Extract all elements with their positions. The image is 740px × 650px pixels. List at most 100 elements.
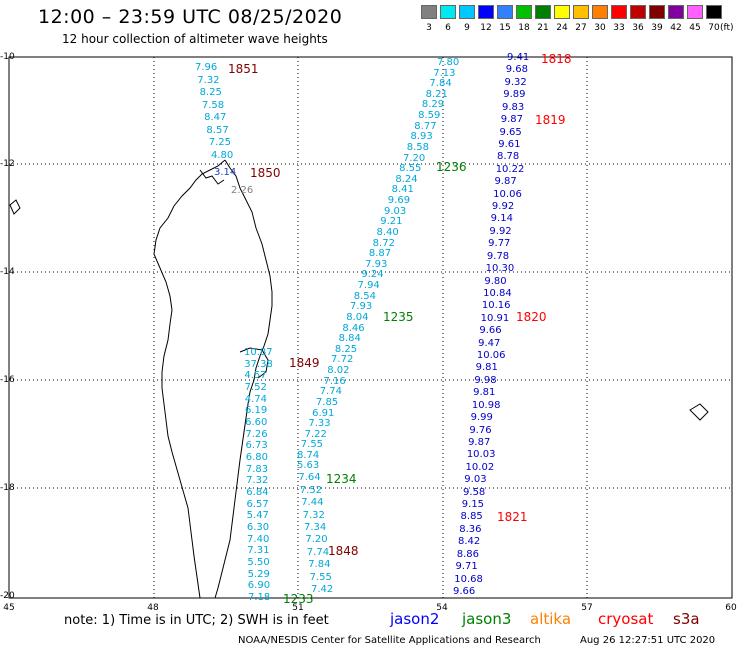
s3a-north-value: 7.32 [197, 74, 220, 86]
sat-cryosat: cryosat [598, 610, 654, 628]
s3a-south-value: 6.84 [246, 487, 269, 498]
jason3-value: 7.55 [300, 439, 324, 451]
legend-swatch [706, 5, 722, 19]
jason3-value: 8.02 [327, 365, 350, 377]
x-label-60: 60 [725, 603, 737, 613]
cryosat-value: 10.68 [454, 573, 483, 585]
jason3-value: 7.20 [402, 152, 426, 164]
x-label-51: 51 [292, 603, 304, 613]
s3a-north-value: 7.25 [208, 137, 231, 149]
legend-swatch [459, 5, 475, 19]
s3a-south-value: 7.64 [298, 472, 321, 484]
s3a-south-value: 7.18 [248, 592, 271, 603]
jason3-value: 8.77 [414, 120, 437, 132]
sat-s3a: s3a [673, 610, 700, 628]
jason3-value: 7.93 [349, 301, 373, 313]
legend-label: 24 [556, 23, 568, 33]
s3a-south-value: 6.90 [247, 580, 271, 592]
cryosat-value: 9.77 [488, 238, 511, 250]
legend-label: 15 [499, 23, 511, 33]
sat-jason3: jason3 [462, 610, 512, 628]
jason3-value: 9.21 [380, 216, 403, 228]
jason3-value: 7.84 [429, 78, 452, 90]
jason3-value: 8.40 [376, 226, 399, 238]
cryosat-value: 9.98 [474, 374, 497, 386]
legend-swatch [440, 5, 456, 19]
jason3-value: 8.54 [353, 290, 377, 302]
s3a-south-value: 6.80 [245, 452, 268, 463]
legend-label: 27 [575, 23, 587, 33]
s3a-north-value: 7.96 [195, 62, 218, 73]
cryosat-value: 9.47 [478, 337, 501, 349]
jason3-value: 8.24 [395, 173, 418, 185]
chart-subtitle: 12 hour collection of altimeter wave hei… [62, 32, 328, 46]
s3a-north-value: 2.26 [231, 185, 254, 196]
cryosat-value: 9.99 [470, 412, 493, 424]
cryosat-value: 10.22 [495, 163, 525, 175]
x-label-57: 57 [581, 603, 593, 613]
cryosat-value: 9.66 [453, 586, 476, 597]
s3a-south-value: 4.57 [244, 370, 267, 382]
legend-label: 70 [708, 23, 720, 33]
legend-swatch [516, 5, 532, 19]
cryosat-value: 10.06 [493, 188, 522, 200]
s3a-south-value: 6.73 [245, 440, 268, 452]
y-label-20: -20 [0, 591, 15, 601]
x-label-45: 45 [3, 603, 15, 613]
legend-label: 12 [480, 23, 492, 33]
cryosat-value: 9.03 [464, 474, 487, 486]
s3a-south-value: 7.52 [244, 382, 267, 393]
s3a-south-value: 7.42 [311, 584, 334, 595]
madagascar-coast [153, 159, 273, 599]
cryosat-value: 9.83 [501, 101, 525, 113]
s3a-south-value: 5.63 [297, 460, 320, 471]
x-label-48: 48 [147, 603, 159, 613]
jason3-value: 7.74 [319, 386, 342, 398]
s3a-south-value: 7.40 [247, 533, 270, 545]
cryosat-value: 10.84 [483, 287, 512, 299]
legend-label: 6 [445, 23, 451, 33]
s3a-south-value: 7.55 [309, 571, 332, 583]
jason3-value: 8.41 [391, 184, 414, 196]
pass-label-1818: 1818 [541, 52, 572, 66]
s3a-south-value: 6.19 [244, 405, 268, 417]
cryosat-value: 9.81 [475, 362, 498, 374]
jason3-value: 8.59 [418, 110, 441, 122]
cryosat-value: 9.81 [473, 387, 496, 399]
cryosat-value: 8.85 [460, 511, 483, 523]
cryosat-value: 10.03 [466, 449, 496, 461]
s3a-south-value: 7.52 [299, 484, 323, 496]
y-label-10: -10 [0, 52, 15, 62]
legend-label: 21 [537, 23, 549, 33]
s3a-north-value: 7.58 [201, 99, 225, 111]
pass-label-1235: 1235 [383, 310, 414, 324]
jason3-value: 7.16 [323, 375, 346, 387]
legend-swatch [687, 5, 703, 19]
pass-label-1233: 1233 [283, 592, 314, 606]
pass-label-1848: 1848 [328, 544, 359, 558]
jason3-value: 7.22 [304, 428, 327, 440]
island-west [9, 199, 21, 215]
jason3-value: 8.04 [346, 311, 369, 323]
jason3-value: 7.33 [308, 418, 331, 430]
cryosat-value: 8.86 [456, 548, 480, 560]
pass-label-1821: 1821 [497, 510, 528, 524]
cryosat-value: 9.71 [455, 561, 478, 573]
legend-swatch [611, 5, 627, 19]
credit-line: NOAA/NESDIS Center for Satellite Applica… [238, 635, 541, 646]
s3a-north-value: 8.57 [206, 124, 229, 136]
legend-label: 18 [518, 23, 530, 33]
jason3-value: 6.91 [312, 407, 335, 419]
cryosat-value: 9.15 [461, 499, 485, 511]
cryosat-value: 9.14 [490, 213, 513, 225]
s3a-south-value: 7.34 [304, 522, 327, 533]
y-label-12: -12 [0, 159, 15, 169]
y-label-14: -14 [0, 267, 15, 277]
graticule [9, 57, 732, 598]
pass-label-1851: 1851 [228, 62, 259, 76]
cryosat-value: 9.89 [503, 89, 526, 101]
jason3-value: 7.72 [331, 354, 354, 366]
jason3-value: 8.93 [410, 131, 433, 143]
legend-swatch [668, 5, 684, 19]
cryosat-value: 9.87 [500, 114, 523, 126]
